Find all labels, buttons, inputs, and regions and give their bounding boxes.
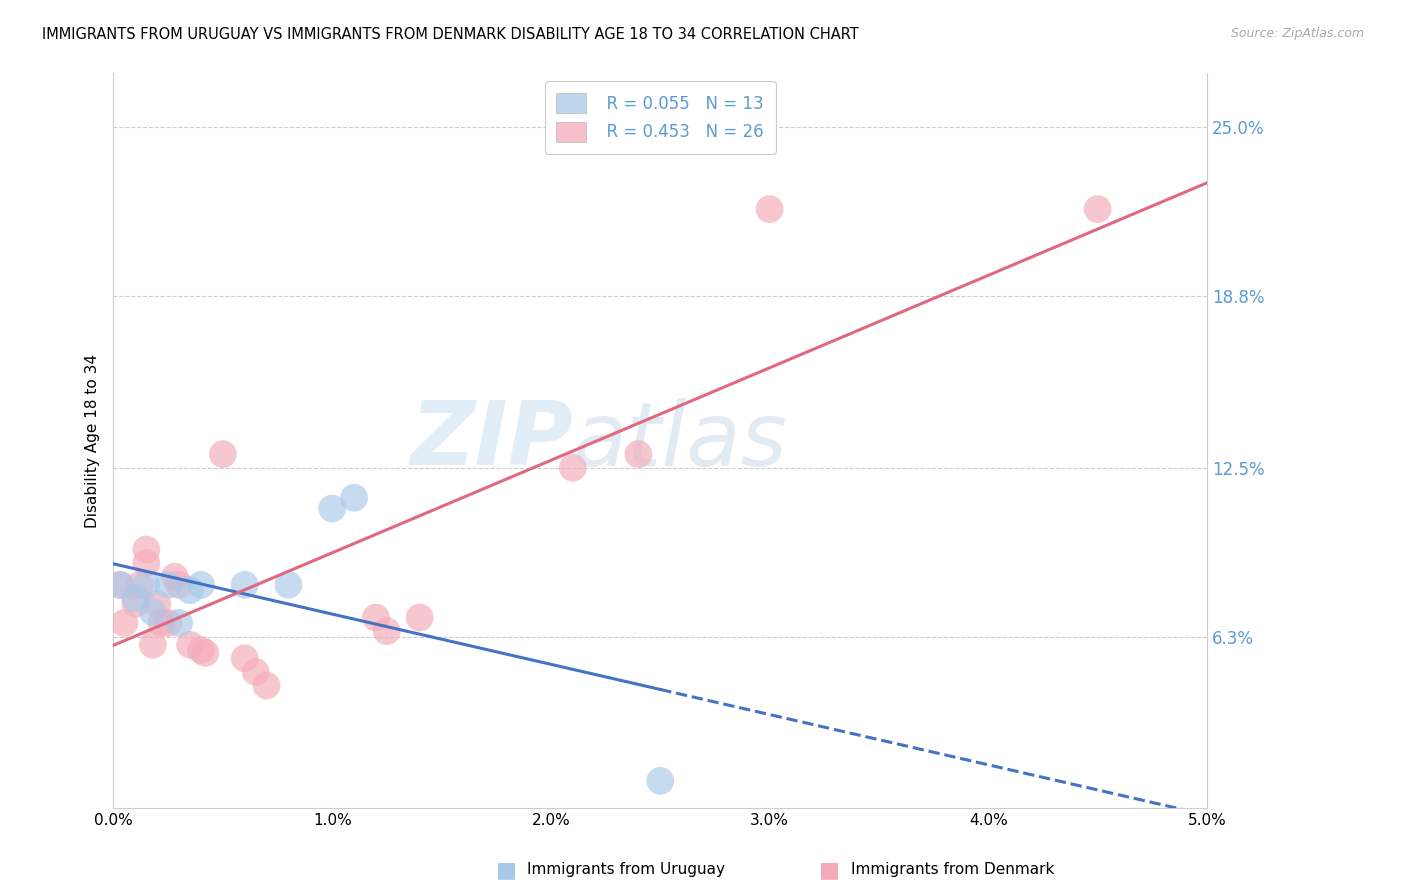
Point [128, 578, 150, 592]
Point [146, 597, 169, 611]
Point [135, 542, 157, 557]
Point [108, 578, 131, 592]
Point [124, 591, 146, 606]
Text: Immigrants from Uruguay: Immigrants from Uruguay [527, 863, 725, 877]
Point [256, 679, 278, 693]
Point [112, 615, 135, 630]
Point [650, 773, 672, 788]
Text: IMMIGRANTS FROM URUGUAY VS IMMIGRANTS FROM DENMARK DISABILITY AGE 18 TO 34 CORRE: IMMIGRANTS FROM URUGUAY VS IMMIGRANTS FR… [42, 27, 859, 42]
Text: Source: ZipAtlas.com: Source: ZipAtlas.com [1230, 27, 1364, 40]
Point [163, 569, 186, 583]
Point [233, 578, 256, 592]
Point [561, 460, 583, 475]
Point [135, 556, 157, 570]
Point [758, 202, 780, 216]
Point [108, 578, 131, 592]
Text: ZIP: ZIP [411, 397, 572, 484]
Point [142, 638, 165, 652]
Point [179, 583, 201, 598]
Point [194, 646, 217, 660]
Text: atlas: atlas [572, 398, 787, 483]
Point [190, 578, 212, 592]
Point [179, 638, 201, 652]
Point [233, 651, 256, 665]
Point [124, 597, 146, 611]
Point [364, 610, 387, 624]
Point [167, 615, 190, 630]
Point [190, 643, 212, 657]
Point [135, 578, 157, 592]
Point [1087, 202, 1109, 216]
Point [375, 624, 398, 639]
Point [343, 491, 366, 505]
Text: ■: ■ [496, 860, 516, 880]
Text: ■: ■ [820, 860, 839, 880]
Point [211, 447, 233, 461]
Point [167, 578, 190, 592]
Point [157, 578, 180, 592]
Text: Immigrants from Denmark: Immigrants from Denmark [851, 863, 1054, 877]
Y-axis label: Disability Age 18 to 34: Disability Age 18 to 34 [86, 353, 100, 527]
Legend:   R = 0.055   N = 13,   R = 0.453   N = 26: R = 0.055 N = 13, R = 0.453 N = 26 [544, 81, 776, 153]
Point [321, 501, 343, 516]
Point [408, 610, 430, 624]
Point [150, 615, 173, 630]
Point [277, 578, 299, 592]
Point [157, 615, 180, 630]
Point [245, 665, 267, 679]
Point [142, 605, 165, 619]
Point [627, 447, 650, 461]
